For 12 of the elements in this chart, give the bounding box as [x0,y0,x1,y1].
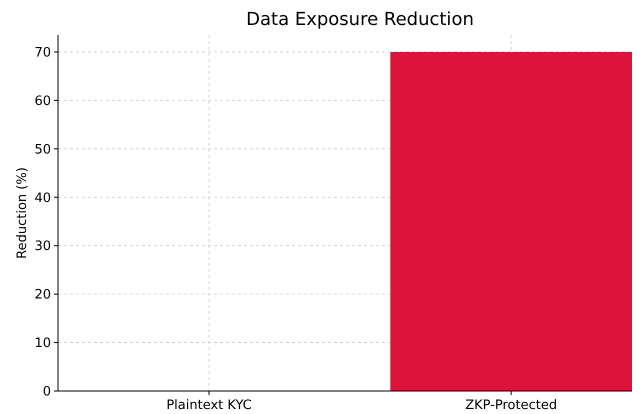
y-axis-title: Reduction (%) [15,167,30,259]
x-tick-label: Plaintext KYC [166,398,252,413]
y-tick-label: 20 [34,288,51,303]
y-tick-label: 10 [34,336,51,352]
y-tick-label: 60 [34,94,51,109]
y-tick-label: 50 [34,142,51,158]
y-tick-label: 0 [42,384,51,400]
y-tick-label: 40 [34,190,51,206]
y-tick-label: 70 [34,46,51,60]
x-tick-label: ZKP-Protected [465,398,558,413]
chart-title: Data Exposure Reduction [246,9,474,30]
y-tick-label: 30 [34,239,51,254]
